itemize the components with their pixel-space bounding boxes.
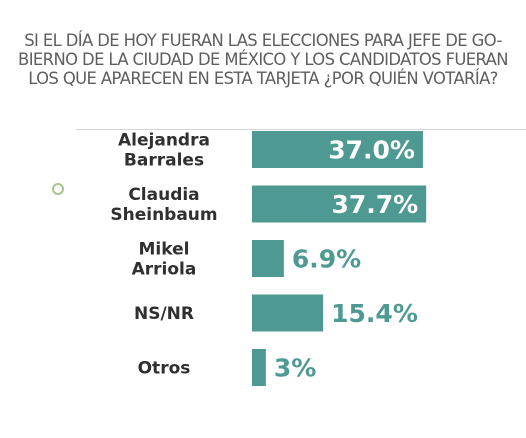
chart-title: SI EL DÍA DE HOY FUERAN LAS ELECCIONES P… — [18, 31, 509, 88]
chart-title-line-3: LOS QUE APARECEN EN ESTA TARJETA ¿POR QU… — [28, 69, 498, 88]
value-label-1: 37.7% — [331, 190, 418, 219]
category-label-2-0: Mikel — [139, 240, 190, 260]
category-label-4-0: Otros — [138, 359, 191, 379]
value-label-3: 15.4% — [331, 299, 418, 328]
category-label-3-0: NS/NR — [134, 304, 194, 324]
bar-4 — [252, 349, 266, 386]
category-label-0-1: Barrales — [124, 151, 204, 171]
top-divider — [76, 129, 526, 130]
bar-3 — [252, 294, 324, 332]
category-label-1-1: Sheinbaum — [110, 205, 217, 225]
bar-1 — [252, 185, 427, 223]
decorative-circle-icon — [52, 183, 64, 195]
value-label-0: 37.0% — [328, 136, 415, 165]
bar-0 — [252, 131, 423, 168]
bar-2 — [252, 240, 284, 277]
value-label-2: 6.9% — [292, 245, 361, 274]
chart-title-line-1: SI EL DÍA DE HOY FUERAN LAS ELECCIONES P… — [24, 31, 502, 50]
category-label-2-1: Arriola — [132, 260, 197, 280]
value-label-4: 3% — [274, 354, 316, 383]
chart-title-line-2: BIERNO DE LA CIUDAD DE MÉXICO Y LOS CAND… — [18, 50, 509, 69]
category-label-0-0: Alejandra — [118, 131, 210, 151]
category-label-1-0: Claudia — [128, 185, 199, 205]
